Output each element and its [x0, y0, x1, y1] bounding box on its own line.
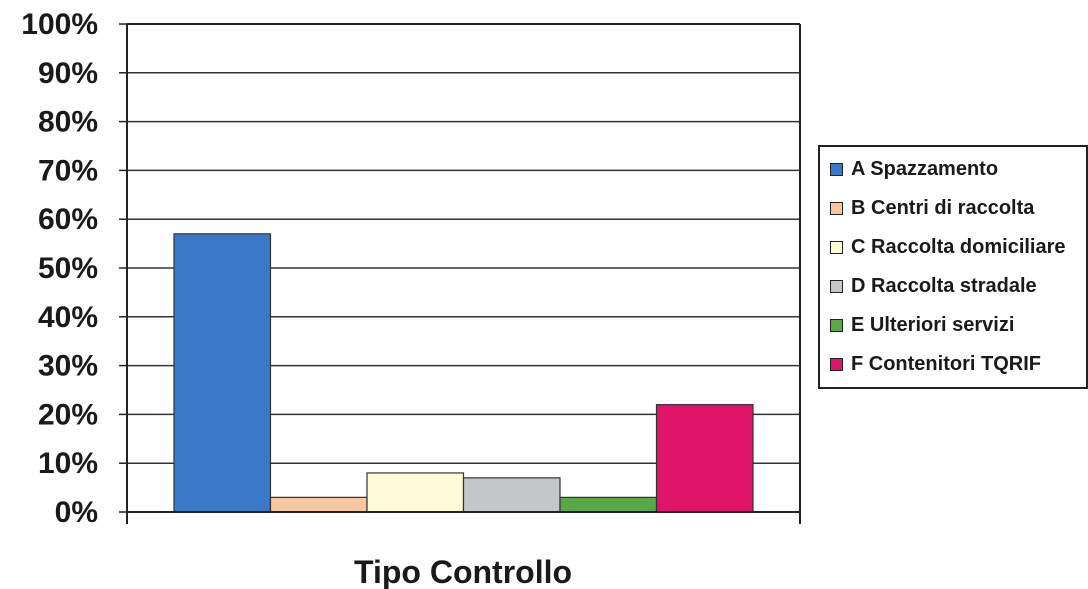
legend-item: B Centri di raccolta [830, 195, 1034, 221]
y-tick-label: 10% [38, 447, 98, 480]
y-axis-ticks: 0% 10% 20% 30% 40% 50% 60% 70% 80% 90% 100% [21, 8, 127, 529]
legend-item: A Spazzamento [830, 156, 998, 182]
y-tick-label: 60% [38, 203, 98, 236]
y-tick-label: 0% [55, 496, 98, 529]
legend-swatch [830, 357, 843, 371]
legend-swatch [830, 201, 843, 215]
legend-swatch [830, 318, 843, 332]
legend-label: C Raccolta domiciliare [851, 235, 1066, 258]
y-tick-label: 50% [38, 252, 98, 285]
bar-b [269, 496, 368, 513]
legend-label: D Raccolta stradale [851, 274, 1037, 297]
bar-c [366, 472, 465, 513]
legend-item: D Raccolta stradale [830, 273, 1037, 299]
legend-label: E Ulteriori servizi [851, 313, 1015, 336]
y-tick-label: 90% [38, 57, 98, 90]
bar-f [655, 404, 754, 513]
x-axis-label: Tipo Controllo [354, 554, 572, 589]
y-tick-label: 30% [38, 350, 98, 383]
legend-label: B Centri di raccolta [851, 196, 1035, 219]
legend-swatch [830, 240, 843, 254]
y-tick-label: 100% [21, 8, 98, 41]
y-tick-label: 70% [38, 154, 98, 187]
legend-swatch [830, 279, 843, 293]
bars [173, 233, 754, 513]
y-tick-label: 80% [38, 106, 98, 139]
axes [126, 23, 801, 524]
legend-item: C Raccolta domiciliare [830, 234, 1066, 260]
legend-swatch [830, 162, 843, 176]
y-tick-label: 20% [38, 398, 98, 431]
y-tick-label: 40% [38, 301, 98, 334]
legend-label: F Contenitori TQRIF [851, 352, 1041, 375]
legend-item: E Ulteriori servizi [830, 312, 1014, 338]
legend-label: A Spazzamento [851, 157, 999, 180]
legend: A Spazzamento B Centri di raccolta C Racco… [818, 145, 1088, 389]
bar-d [462, 477, 561, 513]
bar-e [559, 496, 658, 513]
legend-item: F Contenitori TQRIF [830, 351, 1041, 377]
bar-a [173, 233, 272, 513]
